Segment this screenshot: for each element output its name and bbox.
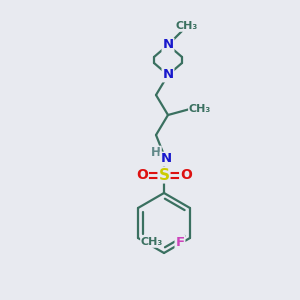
Text: CH₃: CH₃: [141, 237, 163, 247]
Text: CH₃: CH₃: [189, 104, 211, 114]
Text: O: O: [136, 168, 148, 182]
Text: H: H: [151, 146, 161, 160]
Text: N: N: [162, 68, 174, 82]
Text: F: F: [176, 236, 184, 248]
Text: O: O: [180, 168, 192, 182]
Text: N: N: [160, 152, 172, 166]
Text: CH₃: CH₃: [176, 21, 198, 31]
Text: S: S: [158, 167, 169, 182]
Text: N: N: [162, 38, 174, 52]
